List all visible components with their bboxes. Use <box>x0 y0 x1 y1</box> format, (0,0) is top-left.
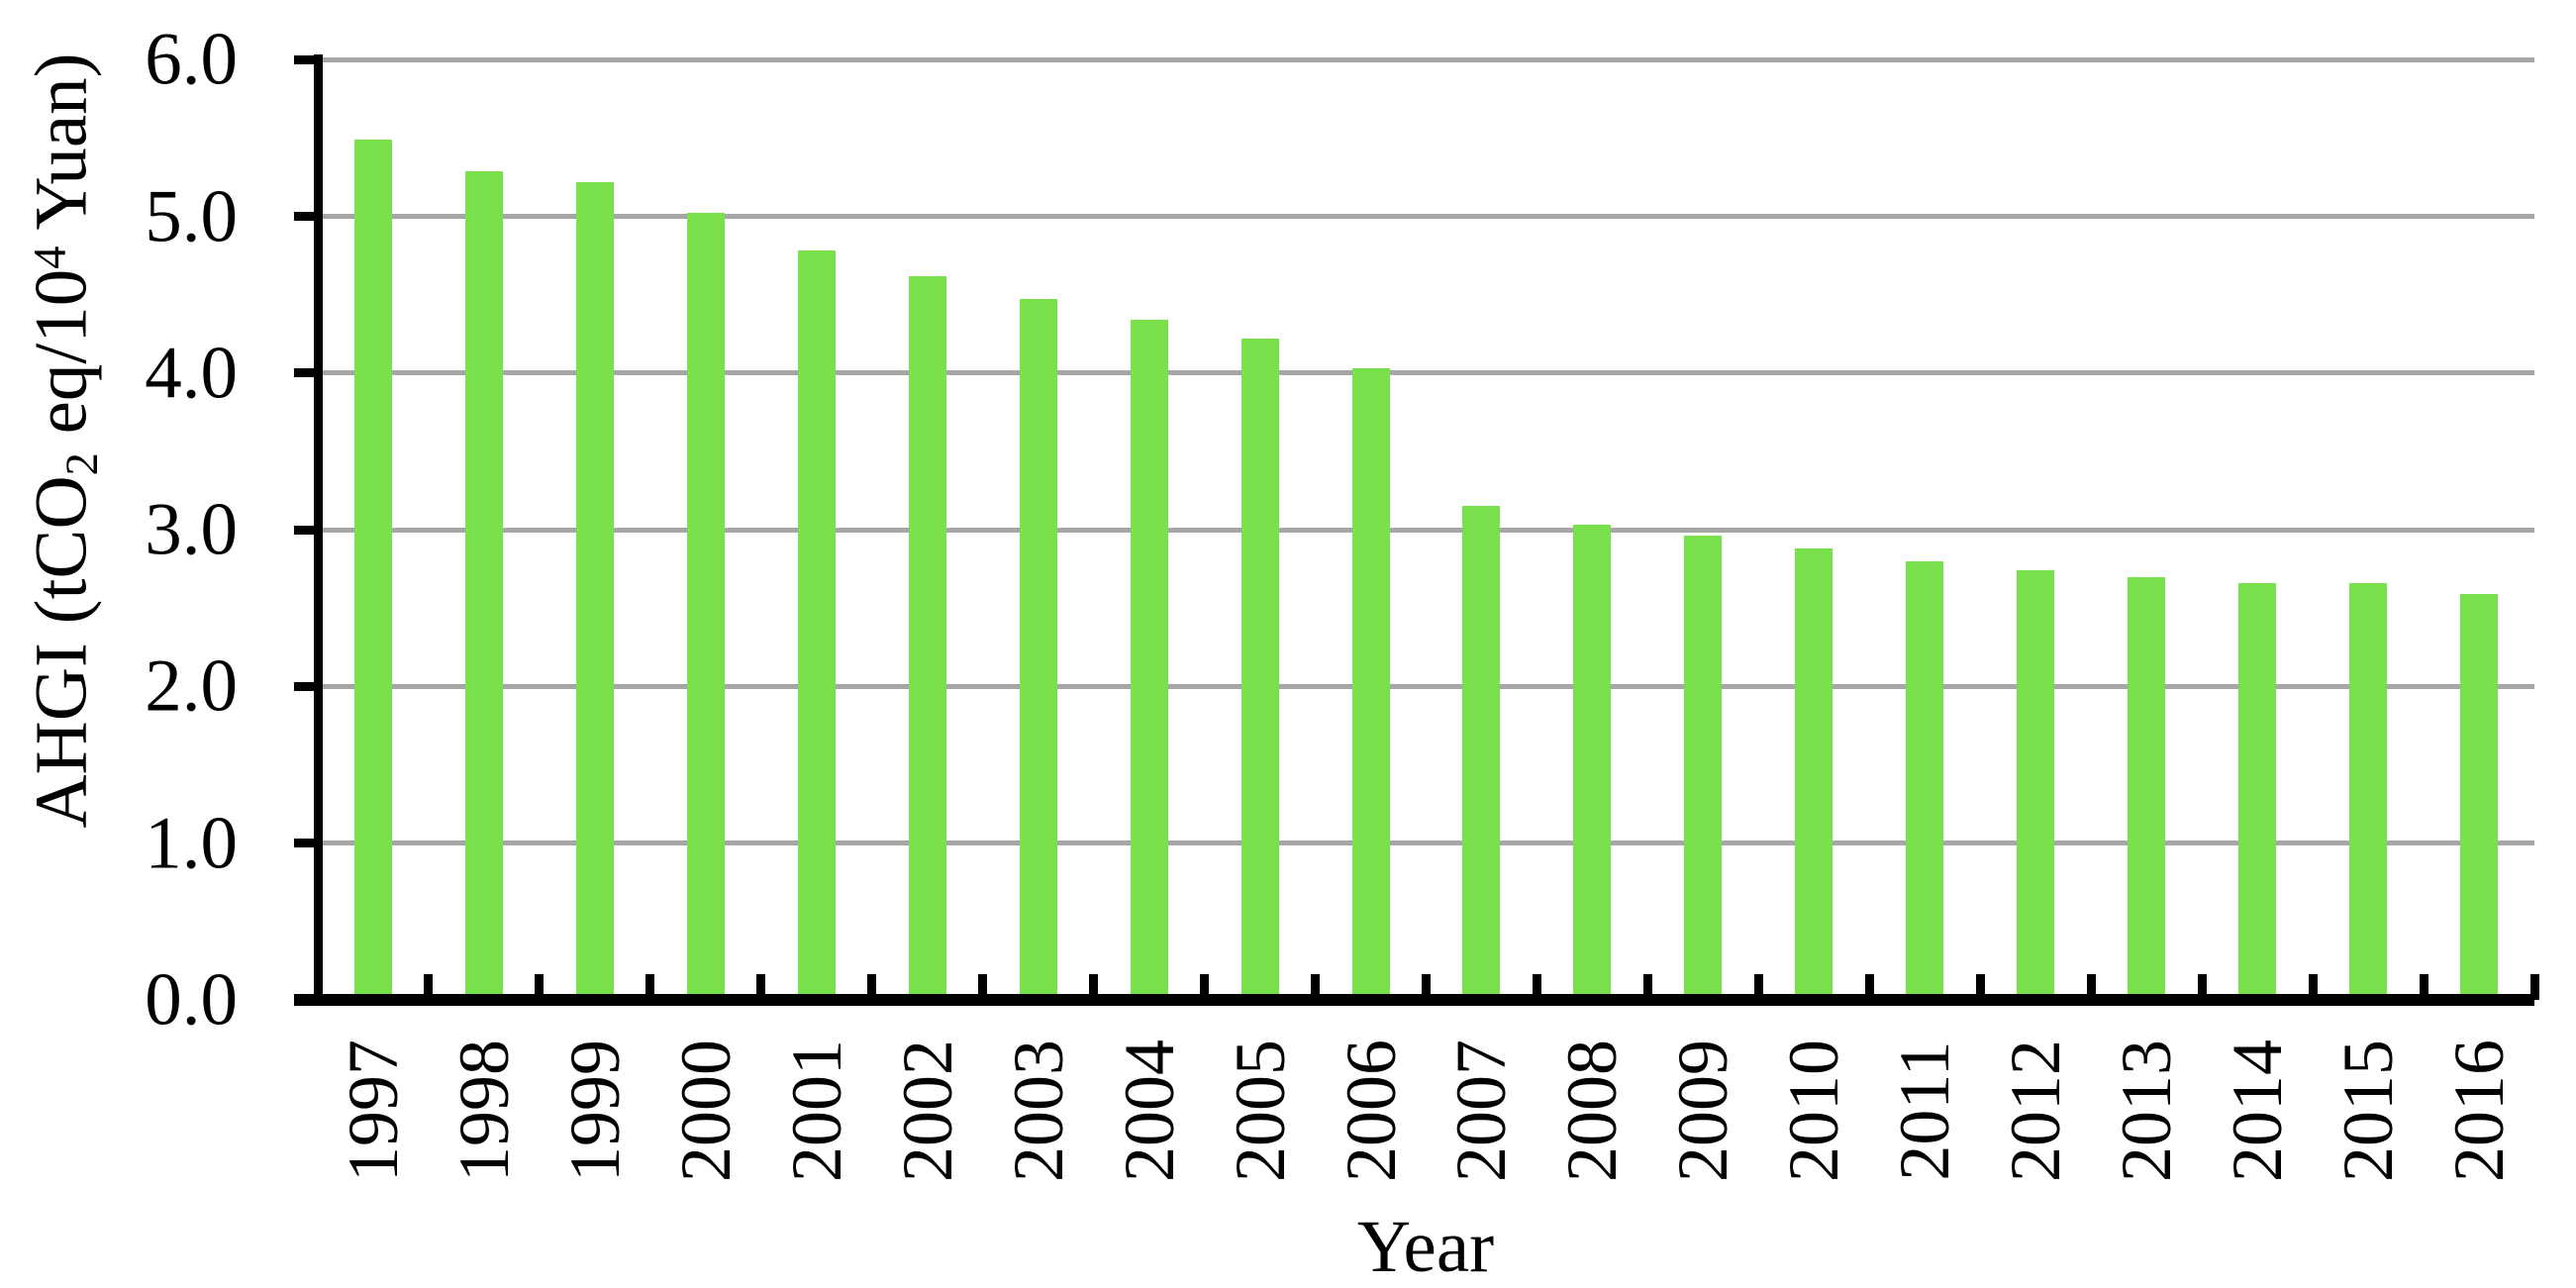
y-axis-line <box>314 54 323 1006</box>
x-tick-12 <box>1642 974 1652 1000</box>
x-tick-label-2014: 2014 <box>2218 1040 2298 1182</box>
x-tick-label-1998: 1998 <box>444 1040 524 1182</box>
x-tick-label-2002: 2002 <box>887 1040 967 1182</box>
x-tick-20 <box>2529 974 2539 1000</box>
x-tick-label-2003: 2003 <box>998 1040 1078 1182</box>
x-tick-label-2010: 2010 <box>1774 1040 1854 1182</box>
x-tick-3 <box>645 974 655 1000</box>
x-tick-18 <box>2308 974 2318 1000</box>
y-tick-3.0 <box>294 525 318 535</box>
x-tick-4 <box>756 974 766 1000</box>
x-tick-15 <box>1975 974 1985 1000</box>
y-axis-title-subscript: 2 <box>57 452 109 476</box>
x-tick-label-2012: 2012 <box>1996 1040 2076 1182</box>
x-tick-10 <box>1422 974 1431 1000</box>
bar-2008 <box>1573 525 1612 1000</box>
bar-2010 <box>1795 548 1833 1000</box>
gridline-4-0 <box>318 370 2534 376</box>
bar-1999 <box>575 181 614 1000</box>
bar-1998 <box>464 170 503 1000</box>
bar-2007 <box>1462 506 1501 1000</box>
y-tick-label-6.0: 6.0 <box>145 18 238 101</box>
bar-2003 <box>1019 299 1057 1000</box>
x-tick-label-1999: 1999 <box>554 1040 635 1182</box>
x-tick-label-2004: 2004 <box>1109 1040 1189 1182</box>
bar-2006 <box>1351 368 1390 1000</box>
x-tick-14 <box>1864 974 1874 1000</box>
x-tick-label-2013: 2013 <box>2107 1040 2187 1182</box>
x-tick-label-2016: 2016 <box>2439 1040 2520 1182</box>
y-tick-label-1.0: 1.0 <box>145 802 238 885</box>
x-tick-6 <box>978 974 988 1000</box>
x-tick-13 <box>1753 974 1763 1000</box>
x-tick-17 <box>2197 974 2207 1000</box>
gridline-5-0 <box>318 214 2534 219</box>
bar-1997 <box>353 139 392 1000</box>
y-tick-label-0.0: 0.0 <box>145 958 238 1041</box>
x-tick-label-2009: 2009 <box>1663 1040 1743 1182</box>
bar-2009 <box>1684 536 1723 1000</box>
y-tick-label-4.0: 4.0 <box>145 332 238 415</box>
gridline-6-0 <box>318 56 2534 62</box>
bar-2000 <box>686 213 725 1000</box>
x-axis-line <box>294 994 2534 1006</box>
gridline-3-0 <box>318 527 2534 533</box>
bar-2013 <box>2128 576 2166 1000</box>
gridline-2-0 <box>318 683 2534 689</box>
y-tick-label-5.0: 5.0 <box>145 175 238 257</box>
x-tick-2 <box>535 974 545 1000</box>
bar-2012 <box>2017 570 2055 1000</box>
y-tick-0.0 <box>294 995 318 1005</box>
x-tick-label-1997: 1997 <box>333 1040 413 1182</box>
x-tick-11 <box>1532 974 1541 1000</box>
x-tick-label-2000: 2000 <box>665 1040 745 1182</box>
bar-2015 <box>2349 582 2388 1000</box>
x-tick-9 <box>1311 974 1321 1000</box>
x-tick-5 <box>867 974 877 1000</box>
x-tick-19 <box>2419 974 2428 1000</box>
bar-2014 <box>2238 582 2277 1000</box>
x-tick-label-2007: 2007 <box>1441 1040 1522 1182</box>
x-tick-7 <box>1089 974 1099 1000</box>
x-tick-8 <box>1200 974 1210 1000</box>
y-tick-1.0 <box>294 839 318 848</box>
gridline-1-0 <box>318 841 2534 846</box>
x-tick-label-2011: 2011 <box>1885 1040 1965 1181</box>
y-tick-5.0 <box>294 212 318 221</box>
y-tick-6.0 <box>294 54 318 64</box>
y-tick-2.0 <box>294 681 318 691</box>
x-tick-label-2001: 2001 <box>776 1040 856 1182</box>
x-tick-1 <box>424 974 434 1000</box>
x-tick-label-2008: 2008 <box>1552 1040 1633 1182</box>
x-tick-label-2015: 2015 <box>2328 1040 2409 1182</box>
bar-2004 <box>1130 319 1168 1000</box>
bar-2005 <box>1240 338 1279 1000</box>
x-tick-16 <box>2086 974 2096 1000</box>
y-tick-label-3.0: 3.0 <box>145 488 238 571</box>
y-tick-label-2.0: 2.0 <box>145 644 238 728</box>
x-tick-label-2005: 2005 <box>1220 1040 1300 1182</box>
bar-2016 <box>2460 594 2499 1000</box>
bar-2011 <box>1906 560 1944 1000</box>
x-axis-title: Year <box>1356 1206 1495 1288</box>
x-tick-label-2006: 2006 <box>1331 1040 1411 1182</box>
bar-2001 <box>797 250 836 1000</box>
bar-2002 <box>908 275 946 1000</box>
y-tick-4.0 <box>294 368 318 378</box>
